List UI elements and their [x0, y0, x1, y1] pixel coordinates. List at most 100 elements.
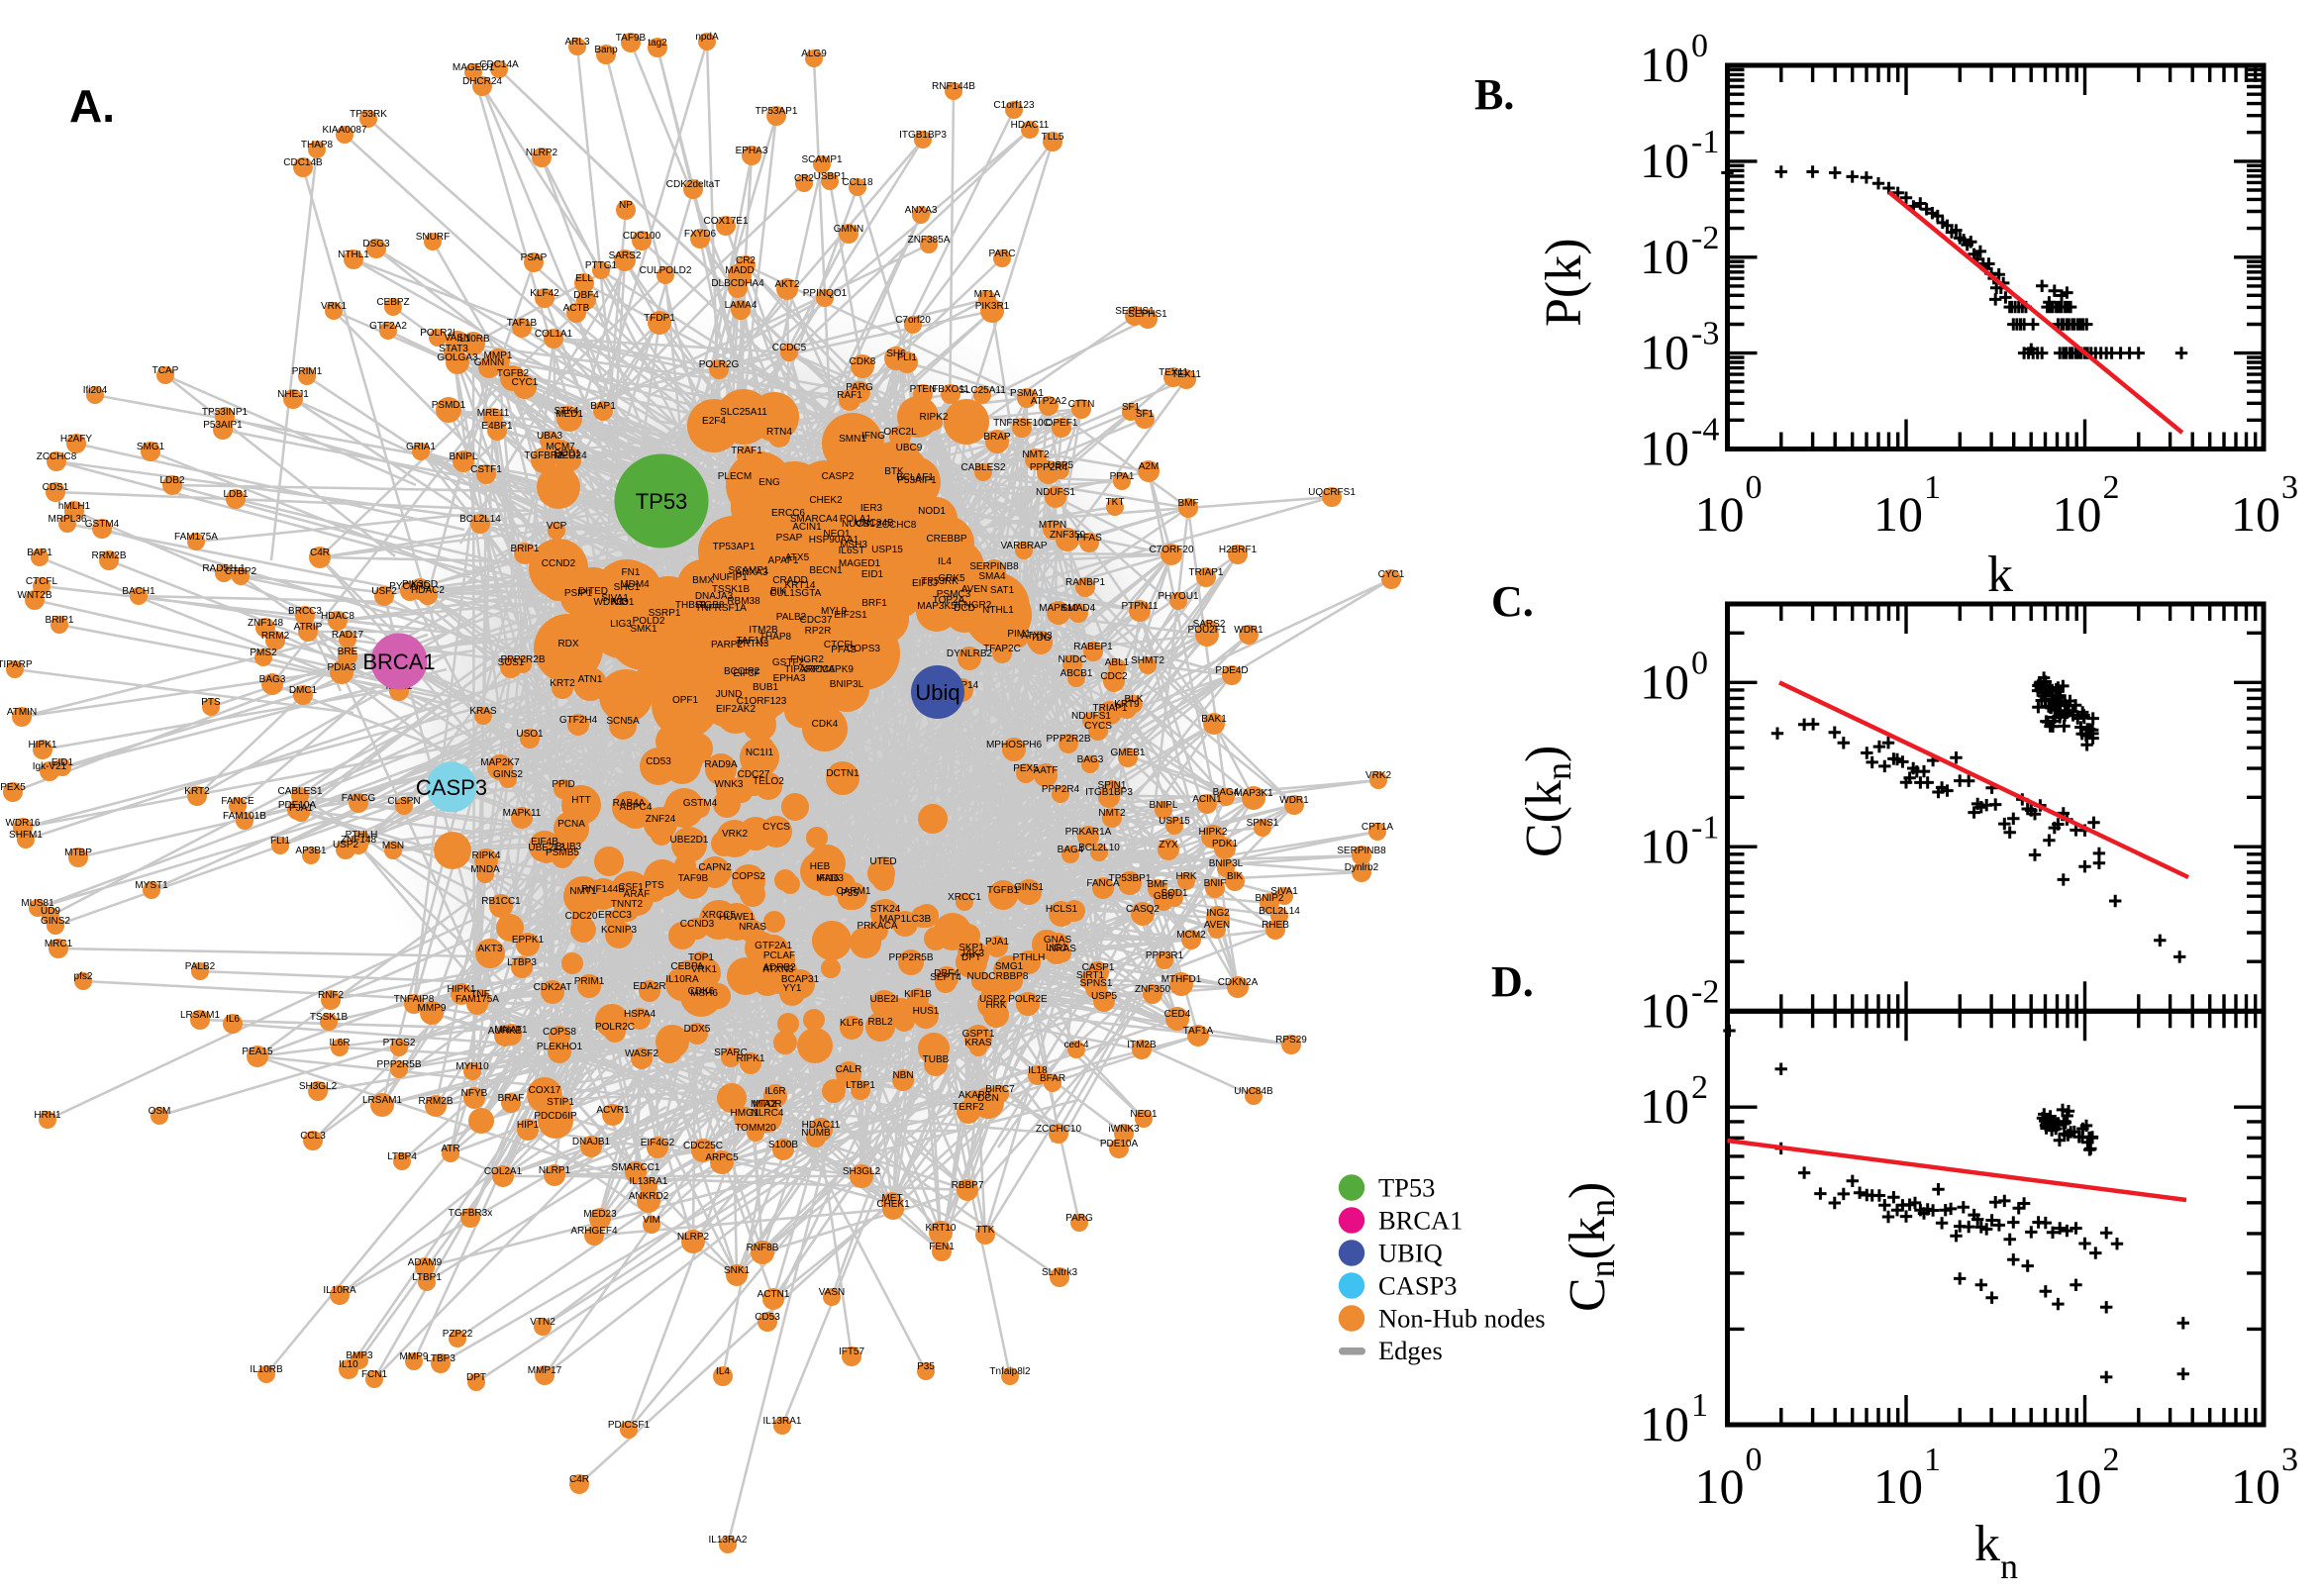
- svg-text:ELL: ELL: [575, 273, 593, 284]
- svg-text:MTHFD1: MTHFD1: [1162, 974, 1202, 985]
- svg-text:P35: P35: [841, 888, 858, 899]
- svg-text:tag2: tag2: [648, 38, 667, 49]
- svg-text:VASN: VASN: [819, 1287, 846, 1298]
- svg-text:BUB3: BUB3: [556, 842, 582, 852]
- svg-text:Ifi204: Ifi204: [83, 385, 108, 396]
- svg-text:BAG4: BAG4: [1213, 787, 1240, 798]
- svg-text:KRT9: KRT9: [1114, 699, 1140, 710]
- svg-text:VRK1: VRK1: [691, 964, 718, 975]
- svg-text:EIF2AK2: EIF2AK2: [716, 704, 756, 715]
- svg-text:HUWE1: HUWE1: [719, 912, 756, 923]
- svg-text:TSSK1B: TSSK1B: [310, 1012, 349, 1023]
- svg-text:TNFRSF10C: TNFRSF10C: [993, 418, 1051, 429]
- svg-text:TGFB1: TGFB1: [987, 885, 1020, 896]
- svg-text:MSH6: MSH6: [690, 988, 718, 999]
- svg-text:ABCB1: ABCB1: [1060, 668, 1093, 679]
- svg-text:PMS2: PMS2: [250, 648, 277, 658]
- svg-text:CD53: CD53: [755, 1312, 780, 1323]
- svg-text:-1: -1: [1691, 124, 1719, 160]
- svg-text:IL6R: IL6R: [764, 1086, 785, 1097]
- svg-text:ITM2B: ITM2B: [1127, 1040, 1157, 1050]
- svg-text:RNF2: RNF2: [318, 990, 345, 1001]
- svg-text:TP53BP1: TP53BP1: [1109, 873, 1152, 884]
- svg-text:ITGB1BP3: ITGB1BP3: [899, 130, 947, 141]
- svg-text:SNURF: SNURF: [416, 232, 450, 243]
- svg-text:HIPK1: HIPK1: [448, 984, 476, 995]
- svg-text:SH6: SH6: [886, 349, 906, 359]
- svg-text:TAF1B: TAF1B: [507, 318, 538, 329]
- svg-text:ACIN1: ACIN1: [1192, 794, 1222, 805]
- svg-text:TIPARP: TIPARP: [784, 664, 820, 675]
- svg-text:MSN: MSN: [382, 841, 404, 851]
- svg-text:CCND3: CCND3: [680, 919, 715, 930]
- svg-text:CUL1: CUL1: [769, 588, 795, 599]
- svg-text:PARG: PARG: [1065, 1213, 1093, 1224]
- svg-text:CSTF1: CSTF1: [470, 464, 502, 475]
- svg-text:SOD1: SOD1: [554, 449, 581, 459]
- svg-text:IL10RB: IL10RB: [456, 334, 490, 345]
- svg-text:D.: D.: [1491, 957, 1534, 1006]
- svg-text:NEO1: NEO1: [1130, 1109, 1158, 1120]
- svg-text:USP2: USP2: [333, 840, 359, 850]
- svg-text:SERPINB8: SERPINB8: [969, 561, 1019, 572]
- svg-text:LTBP3: LTBP3: [426, 1353, 455, 1364]
- svg-text:BAP1: BAP1: [27, 548, 52, 558]
- svg-text:BCL2L14: BCL2L14: [1259, 906, 1300, 917]
- svg-text:CDC14A: CDC14A: [479, 59, 519, 70]
- svg-text:ENG: ENG: [758, 477, 780, 488]
- svg-text:ABL1: ABL1: [1105, 657, 1130, 668]
- svg-text:SPNS1: SPNS1: [1247, 818, 1279, 829]
- svg-text:TTK: TTK: [976, 1225, 995, 1236]
- svg-text:SOD1: SOD1: [1161, 888, 1188, 899]
- svg-text:TGFBR2: TGFBR2: [524, 450, 563, 461]
- svg-text:KRT14: KRT14: [785, 580, 816, 591]
- svg-text:DNAJA3: DNAJA3: [695, 591, 734, 602]
- svg-text:YY1: YY1: [783, 983, 802, 994]
- svg-text:PEA15: PEA15: [242, 1047, 273, 1057]
- svg-text:FANCE: FANCE: [221, 796, 254, 807]
- svg-text:NLRP2: NLRP2: [526, 148, 558, 158]
- svg-text:CTCFL: CTCFL: [26, 576, 58, 587]
- svg-text:TSSK1B: TSSK1B: [712, 584, 751, 595]
- svg-text:GTF2H4: GTF2H4: [559, 715, 598, 726]
- svg-text:POLA1: POLA1: [840, 514, 872, 525]
- svg-text:E4BP1: E4BP1: [481, 421, 513, 432]
- svg-text:GMNN: GMNN: [834, 224, 864, 235]
- svg-text:TUBB: TUBB: [923, 1054, 950, 1065]
- svg-text:IL4: IL4: [938, 556, 952, 567]
- svg-text:TEX11: TEX11: [1171, 369, 1201, 380]
- svg-text:APAF1: APAF1: [768, 555, 799, 566]
- svg-text:TP53: TP53: [636, 489, 688, 514]
- svg-text:PIK3CD: PIK3CD: [402, 579, 438, 590]
- svg-text:PRKAR1A: PRKAR1A: [1065, 827, 1112, 838]
- svg-text:C1orf123: C1orf123: [993, 100, 1035, 111]
- svg-text:10: 10: [1640, 229, 1689, 284]
- svg-text:PPP2R2B: PPP2R2B: [1046, 734, 1090, 745]
- svg-text:PRKACA: PRKACA: [857, 921, 897, 932]
- svg-text:DPT: DPT: [466, 1372, 486, 1383]
- svg-text:BIK: BIK: [1227, 871, 1243, 882]
- svg-text:STK4: STK4: [554, 406, 578, 417]
- svg-text:NRAS: NRAS: [739, 922, 766, 933]
- svg-text:EIF4B: EIF4B: [531, 837, 558, 848]
- svg-text:CDK2AT: CDK2AT: [534, 982, 572, 993]
- svg-text:VASN: VASN: [445, 333, 471, 344]
- svg-text:CDK4: CDK4: [812, 719, 839, 730]
- svg-text:EPHA3: EPHA3: [773, 673, 806, 684]
- svg-text:PTEN: PTEN: [910, 384, 937, 395]
- svg-text:SMK1: SMK1: [630, 624, 657, 635]
- svg-text:ZNF24: ZNF24: [646, 814, 676, 825]
- svg-text:FLI1: FLI1: [270, 836, 290, 847]
- svg-text:MAP2K7: MAP2K7: [480, 757, 520, 768]
- svg-text:BMP3: BMP3: [346, 1350, 373, 1361]
- svg-text:MYH10: MYH10: [455, 1061, 489, 1072]
- svg-text:ATXN3: ATXN3: [1021, 631, 1053, 642]
- svg-text:USP5: USP5: [1091, 991, 1118, 1002]
- svg-text:PJA1: PJA1: [985, 937, 1009, 948]
- svg-text:LIG1: LIG1: [1046, 943, 1067, 953]
- svg-text:HRH1: HRH1: [34, 1110, 61, 1121]
- svg-text:CDS1: CDS1: [43, 482, 69, 493]
- svg-text:COX17E1: COX17E1: [703, 216, 748, 227]
- svg-text:Igk-V21: Igk-V21: [33, 761, 67, 772]
- svg-text:Dynlrb2: Dynlrb2: [1345, 862, 1379, 873]
